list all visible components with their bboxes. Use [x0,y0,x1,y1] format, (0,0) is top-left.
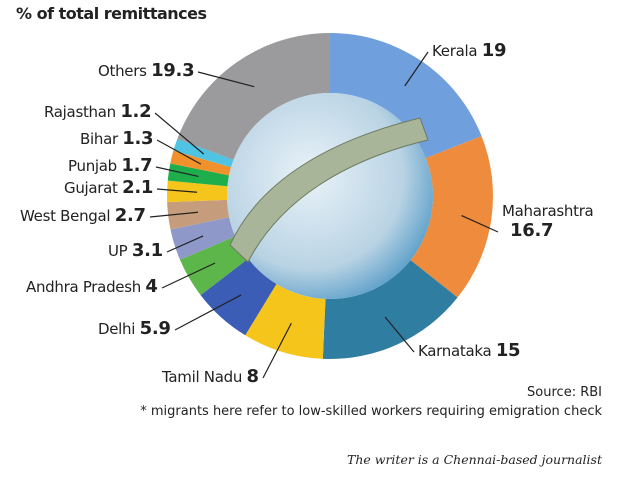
label-name: Delhi [98,320,136,338]
label-name: Karnataka [418,342,492,360]
leader-line [154,112,205,155]
label-others: Others 19.3 [98,60,195,81]
label-value: 16.7 [510,220,554,241]
slice-karnataka [322,260,458,359]
label-maharashtra: Maharashtra 16.7 [502,202,594,241]
label-name: West Bengal [20,207,111,225]
slice-andhra-pradesh [180,236,249,296]
slice-tamil-nadu [245,283,326,359]
label-tamil-nadu: Tamil Nadu 8 [162,366,259,387]
label-karnataka: Karnataka 15 [418,340,521,361]
label-bihar: Bihar 1.3 [80,128,154,149]
label-name: Maharashtra [502,202,594,220]
label-delhi: Delhi 5.9 [98,318,171,339]
label-punjab: Punjab 1.7 [68,155,153,176]
money-band-image [229,117,429,263]
slice-bihar [170,150,232,176]
label-value: 3.1 [131,240,163,261]
leader-line [156,139,202,165]
label-value: 2.7 [114,205,146,226]
label-value: 4 [145,276,158,297]
slice-west-bengal [167,199,230,230]
leader-line [161,262,216,289]
label-name: Punjab [68,157,117,175]
label-andhra-pradesh: Andhra Pradesh 4 [26,276,158,297]
label-value: 5.9 [139,318,171,339]
label-name: Others [98,62,147,80]
source-note: Source: RBI [527,385,602,400]
label-name: Tamil Nadu [162,368,243,386]
leader-line [149,211,199,218]
leader-line [166,235,204,253]
label-value: 19.3 [151,60,195,81]
leader-line [384,316,415,353]
label-gujarat: Gujarat 2.1 [64,177,153,198]
slice-up [170,217,236,260]
leader-line [461,215,499,233]
label-name: UP [108,242,128,260]
slice-kerala [330,33,482,159]
label-value: 15 [495,340,521,361]
leader-line [262,322,292,379]
slice-punjab [167,163,230,187]
slice-rajasthan [173,138,234,168]
label-name: Kerala [432,42,478,60]
label-value: 19 [481,40,507,61]
label-west-bengal: West Bengal 2.7 [20,205,146,226]
label-value: 8 [246,366,260,387]
label-value: 1.7 [121,155,153,176]
label-name: Andhra Pradesh [26,278,141,296]
leader-line [155,166,199,178]
label-value: 2.1 [122,177,154,198]
label-name: Gujarat [64,179,118,197]
footnote: * migrants here refer to low-skilled wor… [140,404,602,419]
label-rajasthan: Rajasthan 1.2 [44,101,152,122]
label-value: 1.2 [120,101,152,122]
writer-credit: The writer is a Chennai-based journalist [346,452,602,467]
label-value: 1.3 [122,128,154,149]
slice-others [177,33,330,160]
leader-line [174,294,242,331]
label-up: UP 3.1 [108,240,163,261]
label-name: Bihar [80,130,118,148]
label-name: Rajasthan [44,103,116,121]
label-kerala: Kerala 19 [432,40,506,61]
slice-maharashtra [410,135,493,298]
chart-title: % of total remittances [16,4,207,23]
slice-gujarat [167,180,228,203]
leader-line [156,188,198,193]
leader-line [404,51,429,87]
leader-line [197,71,255,88]
